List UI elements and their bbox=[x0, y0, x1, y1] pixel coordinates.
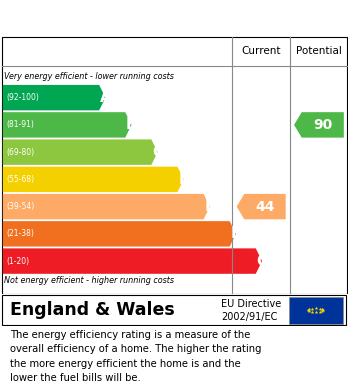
Text: Not energy efficient - higher running costs: Not energy efficient - higher running co… bbox=[4, 276, 174, 285]
Text: 44: 44 bbox=[255, 200, 275, 213]
Text: G: G bbox=[256, 254, 269, 269]
Text: Energy Efficiency Rating: Energy Efficiency Rating bbox=[10, 11, 232, 26]
Text: E: E bbox=[204, 199, 215, 214]
Text: 90: 90 bbox=[313, 118, 332, 132]
Text: (21-38): (21-38) bbox=[6, 230, 34, 239]
Text: D: D bbox=[178, 172, 191, 187]
Text: (92-100): (92-100) bbox=[6, 93, 39, 102]
Text: (81-91): (81-91) bbox=[6, 120, 34, 129]
Polygon shape bbox=[3, 140, 158, 165]
Text: Very energy efficient - lower running costs: Very energy efficient - lower running co… bbox=[4, 72, 174, 81]
Polygon shape bbox=[294, 112, 344, 138]
Polygon shape bbox=[3, 194, 210, 219]
Polygon shape bbox=[3, 167, 184, 192]
Polygon shape bbox=[3, 221, 236, 247]
Text: A: A bbox=[100, 90, 112, 105]
Text: (39-54): (39-54) bbox=[6, 202, 34, 211]
Polygon shape bbox=[3, 248, 262, 274]
Polygon shape bbox=[3, 112, 132, 138]
Text: EU Directive
2002/91/EC: EU Directive 2002/91/EC bbox=[221, 299, 281, 322]
Text: (55-68): (55-68) bbox=[6, 175, 34, 184]
Text: Potential: Potential bbox=[296, 46, 341, 56]
Text: F: F bbox=[230, 226, 241, 241]
Text: B: B bbox=[126, 117, 137, 133]
Text: The energy efficiency rating is a measure of the
overall efficiency of a home. T: The energy efficiency rating is a measur… bbox=[10, 330, 262, 383]
Text: C: C bbox=[152, 145, 163, 160]
Text: (69-80): (69-80) bbox=[6, 148, 34, 157]
Polygon shape bbox=[237, 194, 286, 219]
Text: England & Wales: England & Wales bbox=[10, 301, 175, 319]
Polygon shape bbox=[3, 85, 105, 110]
Bar bbox=[289, 297, 343, 324]
Text: (1-20): (1-20) bbox=[6, 256, 29, 265]
Text: Current: Current bbox=[242, 46, 281, 56]
